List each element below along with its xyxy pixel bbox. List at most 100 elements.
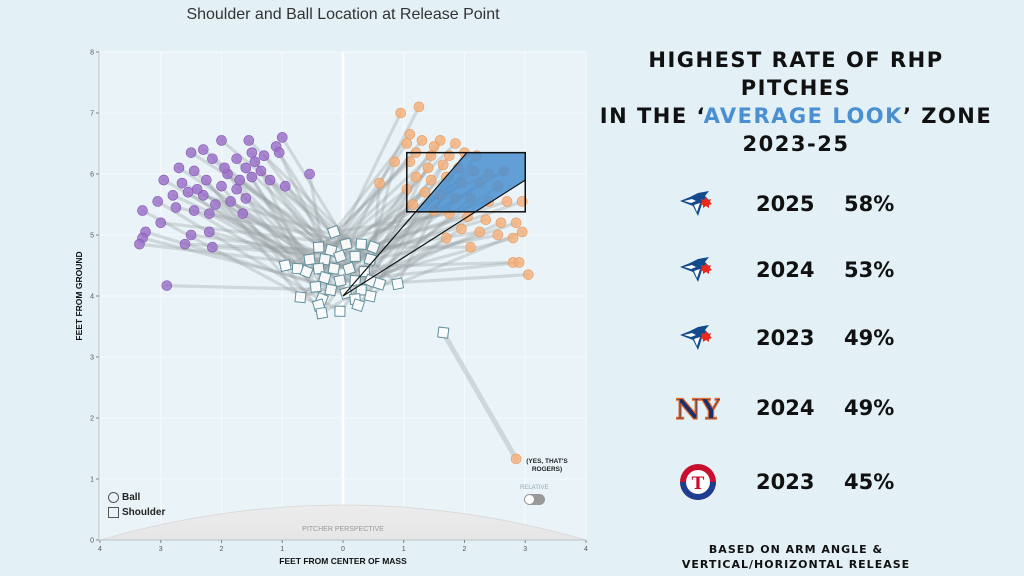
blue-jays-logo-icon: [680, 257, 712, 282]
connector-line: [156, 199, 342, 313]
relative-toggle[interactable]: [523, 494, 545, 505]
annotation-text: (YES, THAT'S ROGERS): [526, 458, 568, 473]
ball-marker-left: [246, 147, 258, 158]
ball-marker-left: [207, 241, 218, 253]
ball-marker-left: [237, 208, 249, 219]
connector-line: [280, 135, 366, 274]
ball-marker-left: [264, 174, 276, 186]
legend-item-ball: Ball: [108, 490, 165, 505]
ball-marker-right: [480, 214, 492, 226]
connector-line: [244, 196, 382, 286]
footnote: BASED ON ARM ANGLE & VERTICAL/HORIZONTAL…: [596, 542, 996, 572]
shoulder-marker: [309, 280, 322, 293]
ball-marker-right: [513, 257, 525, 268]
ball-marker-right: [428, 141, 440, 152]
ball-marker-right: [374, 177, 385, 189]
connector-line: [268, 178, 357, 283]
ball-marker-left: [158, 174, 170, 186]
shoulder-marker: [342, 261, 357, 276]
ranking-year: 2023: [756, 326, 815, 350]
shoulder-marker: [349, 250, 361, 263]
ball-marker-right: [440, 232, 452, 244]
ball-marker-right: [510, 217, 522, 229]
ball-marker-left: [185, 229, 197, 241]
connector-line: [320, 227, 464, 315]
ball-marker-left: [161, 280, 173, 291]
connector-line: [332, 212, 451, 234]
y-tick-label: 0: [90, 538, 94, 545]
shoulder-markers: [278, 224, 450, 339]
ranking-pct: 53%: [844, 258, 895, 282]
connector-line: [377, 273, 530, 286]
blue-jays-logo-icon: [680, 191, 712, 216]
x-axis-label: FEET FROM CENTER OF MASS: [279, 556, 407, 566]
ball-marker-left: [255, 165, 267, 177]
rangers-logo-icon: T: [680, 464, 716, 500]
ball-marker-left: [197, 144, 209, 155]
ranking-row: NY 2024 49%: [596, 388, 996, 428]
headline-accent: AVERAGE LOOK: [703, 104, 903, 128]
connector-line: [165, 284, 333, 292]
ball-marker-right: [410, 171, 422, 183]
shoulder-marker: [372, 276, 387, 291]
legend: Ball Shoulder: [108, 490, 165, 520]
ball-marker-left: [210, 199, 221, 210]
connector-line: [396, 230, 524, 286]
ball-marker-right: [395, 107, 407, 119]
zone-wedge-lower-edge: [342, 179, 526, 297]
connector-line: [283, 184, 400, 286]
shoulder-marker: [312, 241, 325, 253]
y-tick-label: 7: [90, 111, 94, 118]
svg-text:T: T: [692, 474, 705, 494]
connector-line: [219, 184, 324, 315]
shoulder-marker: [363, 289, 377, 303]
connector-line: [213, 202, 300, 271]
connector-line: [140, 209, 321, 307]
shoulder-marker: [294, 291, 307, 304]
pitcher-perspective-mound: [99, 504, 587, 541]
ball-marker-left: [134, 238, 145, 250]
x-tick-label: 4: [584, 546, 588, 553]
footnote-line-1: BASED ON ARM ANGLE &: [708, 543, 884, 556]
ranking-pct: 49%: [844, 396, 895, 420]
mets-logo-icon: NY: [676, 392, 720, 426]
shoulder-marker: [437, 326, 450, 339]
ball-marker-left: [231, 153, 242, 165]
ball-marker-right: [516, 226, 528, 238]
connector-line: [250, 175, 309, 274]
connector-line: [440, 330, 519, 462]
legend-item-shoulder: Shoulder: [108, 505, 165, 520]
pitcher-perspective-label: PITCHER PERSPECTIVE: [302, 526, 384, 533]
ball-marker-right: [425, 174, 437, 186]
zone-box: [406, 151, 527, 213]
blue-jays-logo-icon: [680, 325, 712, 350]
ball-marker-left: [176, 177, 188, 189]
ball-marker-left: [276, 132, 288, 143]
ball-marker-right: [501, 196, 513, 207]
rogers-annotation: (YES, THAT'S ROGERS): [524, 458, 570, 474]
ball-marker-right: [450, 138, 461, 149]
ball-marker-left: [167, 190, 179, 201]
ranking-year: 2023: [756, 470, 815, 494]
headline-line-2: IN THE ‘AVERAGE LOOK’ ZONE: [596, 102, 996, 130]
ranking-row: 2024 53%: [596, 250, 996, 290]
headline-text: ’ ZONE: [902, 104, 993, 128]
shoulder-marker: [334, 305, 346, 317]
toggle-knob[interactable]: [524, 495, 534, 504]
x-tick-label: 4: [98, 546, 102, 553]
y-tick-label: 4: [90, 294, 94, 301]
ball-marker-right: [522, 269, 534, 280]
ball-marker-right: [492, 229, 504, 241]
shoulder-marker: [333, 274, 347, 288]
x-tick-label: 3: [523, 546, 527, 553]
connector-line: [344, 175, 448, 246]
ball-marker-left: [225, 196, 236, 207]
ball-marker-left: [258, 150, 270, 161]
connector-line: [332, 132, 412, 234]
ball-marker-left: [249, 156, 261, 168]
x-tick-label: 1: [402, 546, 406, 553]
shoulder-marker: [278, 258, 292, 273]
shoulder-marker: [366, 240, 381, 255]
x-tick-label: 3: [159, 546, 163, 553]
ball-marker-right: [404, 129, 416, 140]
